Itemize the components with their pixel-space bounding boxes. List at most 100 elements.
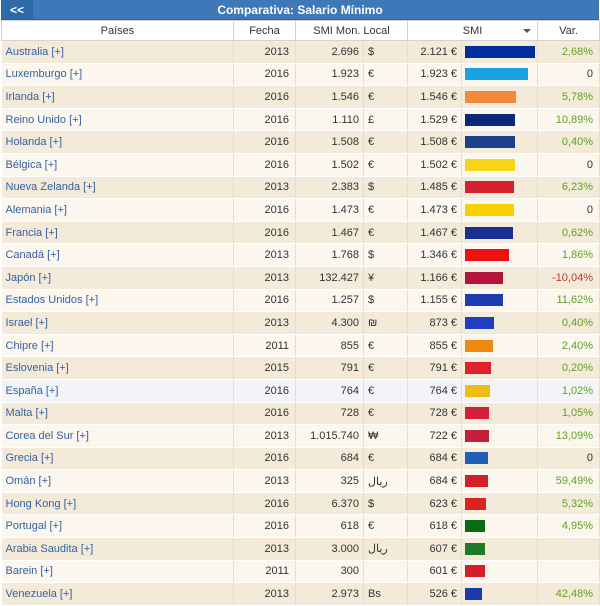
- smi-eur-cell: 873 €: [407, 311, 463, 335]
- smi-bar-cell: [461, 108, 539, 132]
- country-link[interactable]: Holanda [+]: [1, 130, 234, 154]
- smi-bar: [465, 203, 515, 216]
- country-link[interactable]: Portugal [+]: [1, 514, 234, 539]
- date-cell: 2016: [233, 108, 296, 132]
- country-link[interactable]: Malta [+]: [1, 402, 234, 426]
- smi-bar-cell: [461, 311, 539, 335]
- smi-bar: [465, 407, 490, 420]
- table-row: Grecia [+] 2016 684 €684 € 0: [1, 447, 600, 471]
- local-wage-cell: 1.508: [295, 130, 364, 154]
- country-link[interactable]: España [+]: [1, 379, 234, 403]
- country-link[interactable]: Barein [+]: [1, 560, 234, 584]
- smi-bar: [465, 362, 492, 375]
- smi-bar-cell: [461, 537, 539, 561]
- col-header-paises[interactable]: Países: [1, 20, 234, 41]
- table-row: Nueva Zelanda [+] 2013 2.383 $1.485 € 6,23%: [1, 176, 600, 200]
- col-header-smi[interactable]: SMI: [407, 20, 539, 41]
- smi-eur-cell: 623 €: [407, 492, 463, 516]
- smi-eur-cell: 1.155 €: [407, 289, 463, 313]
- country-link[interactable]: Japón [+]: [1, 266, 234, 290]
- smi-bar-cell: [461, 289, 539, 313]
- country-link[interactable]: Grecia [+]: [1, 447, 234, 471]
- local-wage-cell: 1.015.740: [295, 424, 364, 448]
- country-link[interactable]: Venezuela [+]: [1, 582, 234, 606]
- smi-bar: [465, 429, 490, 442]
- smi-bar: [465, 542, 486, 555]
- smi-bar-cell: [461, 334, 539, 358]
- smi-eur-cell: 526 €: [407, 582, 463, 606]
- currency-cell: €: [363, 334, 409, 358]
- smi-eur-cell: 607 €: [407, 537, 463, 561]
- local-wage-cell: 1.768: [295, 243, 364, 267]
- date-cell: 2013: [233, 266, 296, 290]
- table-row: Irlanda [+] 2016 1.546 €1.546 € 5,78%: [1, 85, 600, 109]
- smi-bar: [465, 271, 504, 284]
- variation-cell: 0: [537, 198, 600, 222]
- smi-bar: [465, 136, 516, 149]
- smi-eur-cell: 1.473 €: [407, 198, 463, 222]
- currency-cell: $: [363, 492, 409, 516]
- local-wage-cell: 2.383: [295, 176, 364, 200]
- smi-eur-cell: 684 €: [407, 469, 463, 493]
- country-link[interactable]: Luxemburgo [+]: [1, 63, 234, 87]
- country-link[interactable]: Corea del Sur [+]: [1, 424, 234, 448]
- col-header-smi-local[interactable]: SMI Mon. Local: [294, 20, 409, 41]
- smi-bar-cell: [461, 63, 539, 87]
- table-row: Estados Unidos [+] 2016 1.257 $1.155 € 11,62…: [1, 289, 600, 313]
- smi-bar-cell: [461, 243, 539, 267]
- currency-cell: €: [363, 356, 409, 380]
- variation-cell: 1,05%: [537, 402, 600, 426]
- local-wage-cell: 4.300: [295, 311, 364, 335]
- country-link[interactable]: Francia [+]: [1, 221, 234, 245]
- table-row: Bélgica [+] 2016 1.502 €1.502 € 0: [1, 153, 600, 177]
- country-link[interactable]: Israel [+]: [1, 311, 234, 335]
- country-link[interactable]: Chipre [+]: [1, 334, 234, 358]
- back-button[interactable]: <<: [1, 0, 33, 19]
- local-wage-cell: 1.110: [295, 108, 364, 132]
- country-link[interactable]: Bélgica [+]: [1, 153, 234, 177]
- country-link[interactable]: Irlanda [+]: [1, 85, 234, 109]
- col-header-fecha[interactable]: Fecha: [233, 20, 296, 41]
- currency-cell: ريال: [363, 469, 409, 493]
- country-link[interactable]: Omán [+]: [1, 469, 234, 493]
- smi-bar: [465, 249, 510, 262]
- date-cell: 2016: [233, 402, 296, 426]
- title-bar: << Comparativa: Salario Mínimo: [1, 0, 599, 20]
- local-wage-cell: 6.370: [295, 492, 364, 516]
- date-cell: 2013: [233, 537, 296, 561]
- variation-cell: 0,20%: [537, 356, 600, 380]
- date-cell: 2011: [233, 334, 296, 358]
- currency-cell: £: [363, 108, 409, 132]
- smi-bar: [465, 520, 486, 533]
- smi-bar: [465, 181, 515, 194]
- variation-cell: 0,40%: [537, 130, 600, 154]
- variation-cell: 42,48%: [537, 582, 600, 606]
- local-wage-cell: 1.257: [295, 289, 364, 313]
- country-link[interactable]: Hong Kong [+]: [1, 492, 234, 516]
- smi-eur-cell: 722 €: [407, 424, 463, 448]
- country-link[interactable]: Reino Unido [+]: [1, 108, 234, 132]
- smi-eur-cell: 2.121 €: [407, 40, 463, 64]
- date-cell: 2016: [233, 63, 296, 87]
- country-link[interactable]: Alemania [+]: [1, 198, 234, 222]
- date-cell: 2016: [233, 198, 296, 222]
- smi-bar-cell: [461, 153, 539, 177]
- table-row: Alemania [+] 2016 1.473 €1.473 € 0: [1, 198, 600, 222]
- country-link[interactable]: Eslovenia [+]: [1, 356, 234, 380]
- table-row: Holanda [+] 2016 1.508 €1.508 € 0,40%: [1, 130, 600, 154]
- smi-bar-cell: [461, 582, 539, 606]
- variation-cell: [537, 537, 600, 561]
- smi-bar: [465, 316, 495, 329]
- table-header: Países Fecha SMI Mon. Local SMI Var.: [1, 20, 600, 41]
- smi-eur-cell: 618 €: [407, 514, 463, 539]
- smi-bar-cell: [461, 198, 539, 222]
- country-link[interactable]: Arabia Saudita [+]: [1, 537, 234, 561]
- country-link[interactable]: Estados Unidos [+]: [1, 289, 234, 313]
- currency-cell: $: [363, 289, 409, 313]
- country-link[interactable]: Australia [+]: [1, 40, 234, 64]
- smi-bar-cell: [461, 514, 539, 539]
- country-link[interactable]: Canadá [+]: [1, 243, 234, 267]
- col-header-var[interactable]: Var.: [537, 20, 600, 41]
- country-link[interactable]: Nueva Zelanda [+]: [1, 176, 234, 200]
